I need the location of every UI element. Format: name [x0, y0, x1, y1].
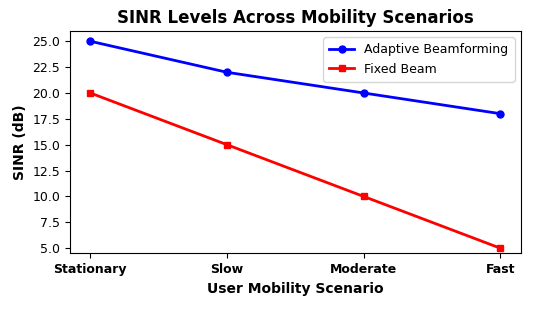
Fixed Beam [360, 195, 367, 198]
X-axis label: User Mobility Scenario: User Mobility Scenario [207, 282, 383, 296]
Title: SINR Levels Across Mobility Scenarios: SINR Levels Across Mobility Scenarios [117, 9, 474, 27]
Line: Fixed Beam: Fixed Beam [87, 90, 504, 252]
Y-axis label: SINR (dB): SINR (dB) [13, 104, 27, 180]
Fixed Beam [224, 143, 230, 146]
Fixed Beam [87, 91, 93, 95]
Legend: Adaptive Beamforming, Fixed Beam: Adaptive Beamforming, Fixed Beam [323, 37, 514, 82]
Adaptive Beamforming [360, 91, 367, 95]
Adaptive Beamforming [87, 39, 93, 43]
Adaptive Beamforming [224, 70, 230, 74]
Line: Adaptive Beamforming: Adaptive Beamforming [87, 38, 504, 117]
Fixed Beam [497, 246, 504, 250]
Adaptive Beamforming [497, 112, 504, 116]
